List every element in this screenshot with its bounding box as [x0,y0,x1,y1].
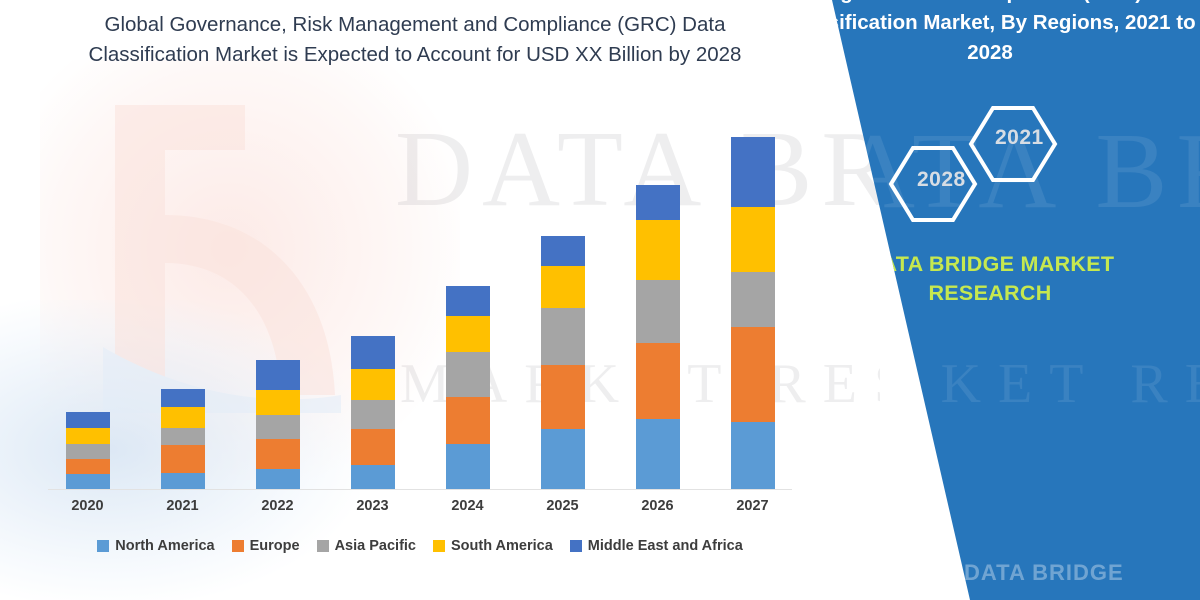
bar-group [705,137,800,489]
hex-label-back-year: 2021 [995,126,1044,149]
bar-segment [65,459,110,474]
year-hexagon-badges: 2021 2028 [875,104,1085,234]
bar-segment [730,207,775,272]
legend-swatch-icon [316,540,329,552]
bar-segment [160,473,205,489]
bar-segment [255,415,300,439]
bar-segment [350,465,395,489]
x-axis-label-2021: 2021 [166,498,199,514]
x-axis-line [48,489,792,490]
bar-segment [255,360,300,390]
bar-segment [635,280,680,343]
bar-segment [635,220,680,280]
x-axis-label-2024: 2024 [451,498,484,514]
bar-segment [540,236,585,266]
bar-segment [160,445,205,473]
bar-group [610,185,705,489]
legend-swatch-icon [433,540,445,552]
x-axis-label-2027: 2027 [736,498,769,514]
legend-item[interactable]: Asia Pacific [316,538,416,554]
bar-segment [65,428,110,444]
bar-segment [445,444,490,489]
legend-item[interactable]: Europe [231,538,300,554]
page-title: Global Governance, Risk Management and C… [88,13,742,66]
bar-segment [65,444,110,459]
footer-brand-mark-icon [898,554,968,600]
bar-segment [730,327,775,422]
bar-segment [65,412,110,428]
chart-plot-area [40,90,800,490]
bar-segment [350,369,395,400]
legend-item[interactable]: North America [97,538,215,554]
bar-segment [255,390,300,415]
bar-group [40,412,135,489]
chart-legend: North America Europe Asia Pacific South Ame… [40,538,800,554]
bar-group [135,389,230,489]
bar-segment [730,422,775,489]
legend-label: Asia Pacific [334,538,416,554]
legend-label: Europe [249,538,300,554]
bar-segment [160,407,205,428]
legend-label: Middle East and Africa [587,538,743,554]
legend-label: North America [115,538,215,554]
brand-name-line-1: DATA BRIDGE MARKET [865,252,1115,276]
bar-segment [540,308,585,365]
bar-segment [730,137,775,207]
x-axis-tick-labels: 2020 2021 2022 2023 2024 2025 2026 2027 [40,498,800,520]
legend-item[interactable]: Middle East and Africa [569,538,743,554]
stacked-bar-chart [40,90,800,490]
bar-group [420,286,515,489]
bar-segment [350,336,395,369]
footer-logo: DATA BRIDGE [898,552,1138,600]
bar-segment [730,272,775,327]
x-axis-label-2022: 2022 [261,498,294,514]
bar-group [515,236,610,489]
legend-item[interactable]: South America [433,538,553,554]
bar-segment [350,400,395,429]
hexagon-outlines-icon [888,106,1058,222]
legend-swatch-icon [569,540,582,552]
x-axis-label-2025: 2025 [546,498,579,514]
bar-segment [160,428,205,445]
chart-panel: DATA BRIDGE MARKET RESEARCH Global Gover… [0,13,880,600]
brand-panel-title: Management and Compliance (GRC) Data Cla… [784,0,1196,64]
x-axis-label-2020: 2020 [71,498,104,514]
bar-segment [635,419,680,489]
x-axis-label-2023: 2023 [356,498,389,514]
hex-label-front-year: 2028 [917,168,966,191]
legend-swatch-icon [231,540,244,552]
bar-segment [540,365,585,429]
brand-name: DATA BRIDGE MARKET RESEARCH [832,250,1200,308]
bar-segment [445,397,490,444]
bar-segment [65,474,110,489]
bar-group [230,360,325,489]
bar-segment [445,286,490,316]
bar-group [325,336,420,489]
bar-segment [445,352,490,397]
bar-segment [540,266,585,308]
legend-swatch-icon [97,540,110,552]
bar-segment [635,185,680,220]
bar-segment [540,429,585,489]
bar-segment [255,439,300,469]
bar-segment [255,469,300,489]
bar-segment [160,389,205,407]
bar-segment [350,429,395,465]
bar-segment [635,343,680,419]
brand-name-line-2: RESEARCH [928,281,1052,305]
x-axis-label-2026: 2026 [641,498,674,514]
bar-segment [445,316,490,352]
legend-label: South America [451,538,553,554]
footer-logo-text: DATA BRIDGE [964,560,1124,585]
